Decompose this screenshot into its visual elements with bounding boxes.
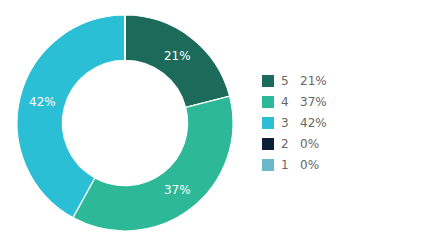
donut-wedge [125, 15, 230, 107]
donut-wedge [73, 96, 233, 231]
legend: 5 21% 4 37% 3 42% 2 0% 1 0% [262, 74, 327, 172]
legend-label: 5 21% [281, 74, 327, 88]
legend-label: 1 0% [281, 158, 319, 172]
legend-label: 4 37% [281, 95, 327, 109]
legend-swatch [262, 75, 274, 87]
data-label: 42% [29, 95, 56, 109]
legend-swatch [262, 117, 274, 129]
legend-label: 3 42% [281, 116, 327, 130]
donut-wedge [124, 15, 125, 60]
legend-swatch [262, 159, 274, 171]
donut-wedge [124, 15, 125, 60]
chart: 21% 37% 42% 5 21% 4 37% 3 42% 2 0% 1 0% [0, 0, 443, 246]
wedges [17, 15, 233, 231]
data-labels: 21% 37% 42% [29, 49, 191, 198]
data-label: 37% [164, 183, 191, 197]
data-label: 21% [164, 49, 191, 63]
legend-swatch [262, 96, 274, 108]
donut-wedge [17, 15, 125, 218]
legend-swatch [262, 138, 274, 150]
legend-label: 2 0% [281, 137, 319, 151]
